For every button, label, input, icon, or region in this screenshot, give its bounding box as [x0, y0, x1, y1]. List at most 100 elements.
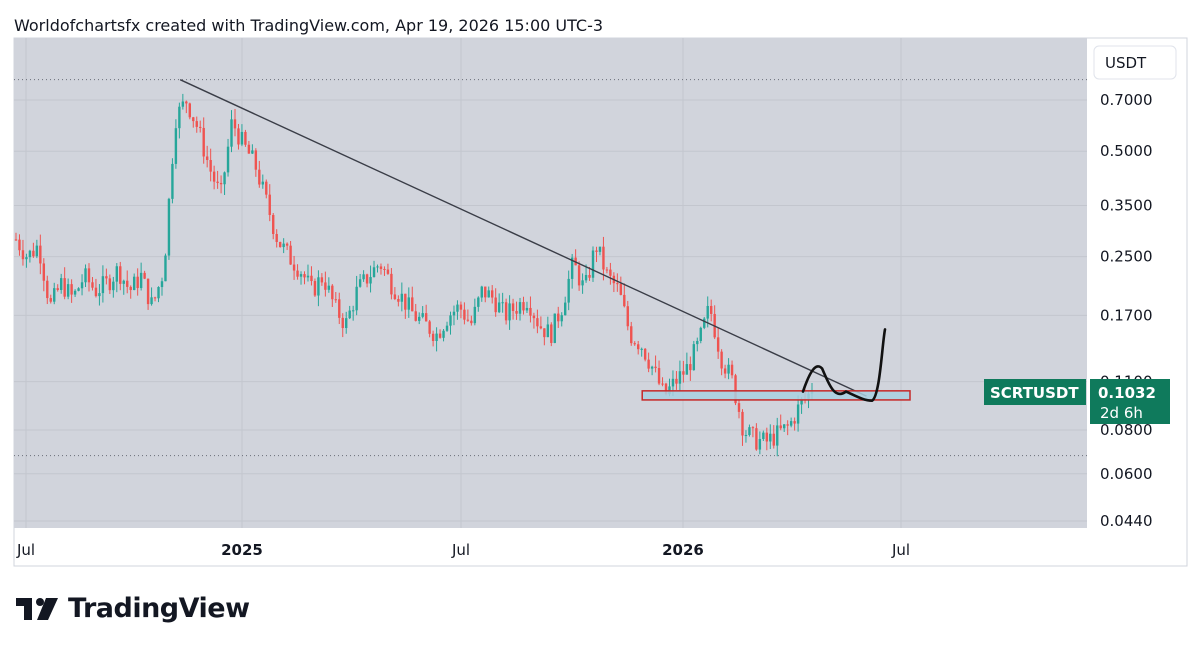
- candle-body: [435, 333, 438, 342]
- candle-body: [188, 103, 191, 118]
- candle-body: [605, 269, 609, 271]
- candle-body: [675, 378, 678, 384]
- candle-body: [115, 266, 119, 282]
- drawings: [179, 79, 911, 403]
- time-axis[interactable]: Jul 2025 Jul 2026 Jul: [16, 541, 910, 559]
- candle-body: [459, 304, 463, 310]
- currency-label[interactable]: USDT: [1105, 54, 1147, 72]
- candle-body: [696, 340, 699, 345]
- candle-body: [703, 318, 706, 328]
- candle-body: [782, 424, 786, 429]
- candle-body: [132, 276, 136, 291]
- candle-body: [199, 126, 202, 128]
- candle-body: [178, 106, 181, 129]
- candle-body: [275, 233, 278, 242]
- candle-body: [77, 288, 80, 291]
- candle-body: [546, 324, 550, 338]
- candle-body: [570, 257, 574, 279]
- candle-body: [501, 302, 504, 304]
- candle-body: [254, 150, 258, 170]
- candle-body: [602, 246, 605, 270]
- candle-body: [153, 297, 157, 299]
- candle-body: [470, 320, 473, 324]
- candle-body: [119, 266, 122, 284]
- candle-body: [755, 428, 758, 450]
- plot-area[interactable]: [14, 38, 1087, 528]
- candle-body: [762, 432, 765, 440]
- candle-body: [112, 281, 115, 291]
- candle-body: [233, 119, 237, 129]
- candle-body: [358, 279, 362, 287]
- candles: [14, 93, 814, 457]
- candle-body: [664, 383, 668, 395]
- candle-body: [650, 366, 654, 369]
- candle-body: [685, 364, 689, 375]
- candle-body: [699, 327, 702, 341]
- candle-body: [786, 424, 789, 426]
- candle-body: [727, 364, 730, 374]
- candle-body: [789, 421, 793, 426]
- tradingview-logo[interactable]: TradingView: [16, 593, 250, 624]
- y-tick-label: 0.0600: [1100, 465, 1153, 483]
- candle-body: [272, 214, 275, 234]
- candle-body: [748, 427, 751, 436]
- candle-body: [511, 303, 515, 311]
- candle-body: [431, 333, 435, 342]
- x-tick-label: 2026: [662, 541, 704, 559]
- candle-body: [379, 266, 383, 269]
- candle-body: [46, 280, 49, 299]
- currency-button[interactable]: [1093, 45, 1177, 80]
- candle-body: [716, 337, 720, 352]
- candle-body: [192, 117, 195, 122]
- candle-body: [706, 305, 709, 319]
- candle-body: [126, 280, 129, 287]
- candle-body: [654, 366, 657, 369]
- candle-body: [73, 290, 77, 295]
- candle-body: [258, 169, 261, 185]
- candle-body: [157, 287, 160, 299]
- candle-body: [42, 263, 46, 281]
- candle-body: [143, 272, 146, 279]
- candle-body: [796, 404, 800, 424]
- candle-body: [174, 128, 178, 164]
- candle-body: [424, 313, 428, 322]
- candle-body: [404, 293, 407, 310]
- candle-body: [129, 286, 132, 291]
- price-axis-area[interactable]: [1087, 38, 1187, 528]
- candle-body: [564, 302, 567, 316]
- grid-lines: [14, 38, 1087, 528]
- candle-body: [678, 371, 682, 384]
- x-tick-label: Jul: [16, 541, 35, 559]
- candle-body: [532, 315, 536, 319]
- candle-body: [237, 128, 240, 145]
- candle-body: [244, 131, 247, 145]
- candle-body: [278, 241, 282, 248]
- price-axis[interactable]: 0.70000.50000.35000.25000.17000.11000.08…: [1100, 91, 1153, 530]
- candle-body: [543, 328, 546, 338]
- y-tick-label: 0.1700: [1100, 306, 1153, 324]
- candle-body: [365, 274, 369, 284]
- tradingview-logo-icon: [16, 597, 58, 620]
- candle-body: [723, 368, 727, 374]
- y-tick-label: 0.0440: [1100, 512, 1153, 530]
- candle-body: [14, 239, 18, 241]
- candle-body: [240, 131, 244, 145]
- candle-body: [251, 150, 254, 154]
- candle-body: [630, 326, 633, 344]
- candle-body: [626, 306, 629, 327]
- candle-body: [480, 286, 483, 298]
- candle-body: [557, 313, 560, 322]
- candle-body: [591, 250, 595, 278]
- candle-body: [25, 257, 28, 260]
- candle-body: [306, 275, 310, 278]
- time-axis-area[interactable]: [14, 528, 1187, 566]
- candle-body: [362, 274, 365, 280]
- candle-body: [317, 277, 320, 296]
- candle-body: [553, 313, 556, 343]
- candle-body: [56, 288, 59, 290]
- candle-body: [105, 276, 108, 279]
- candle-body: [682, 371, 685, 375]
- candle-body: [741, 411, 744, 436]
- candle-body: [769, 433, 772, 442]
